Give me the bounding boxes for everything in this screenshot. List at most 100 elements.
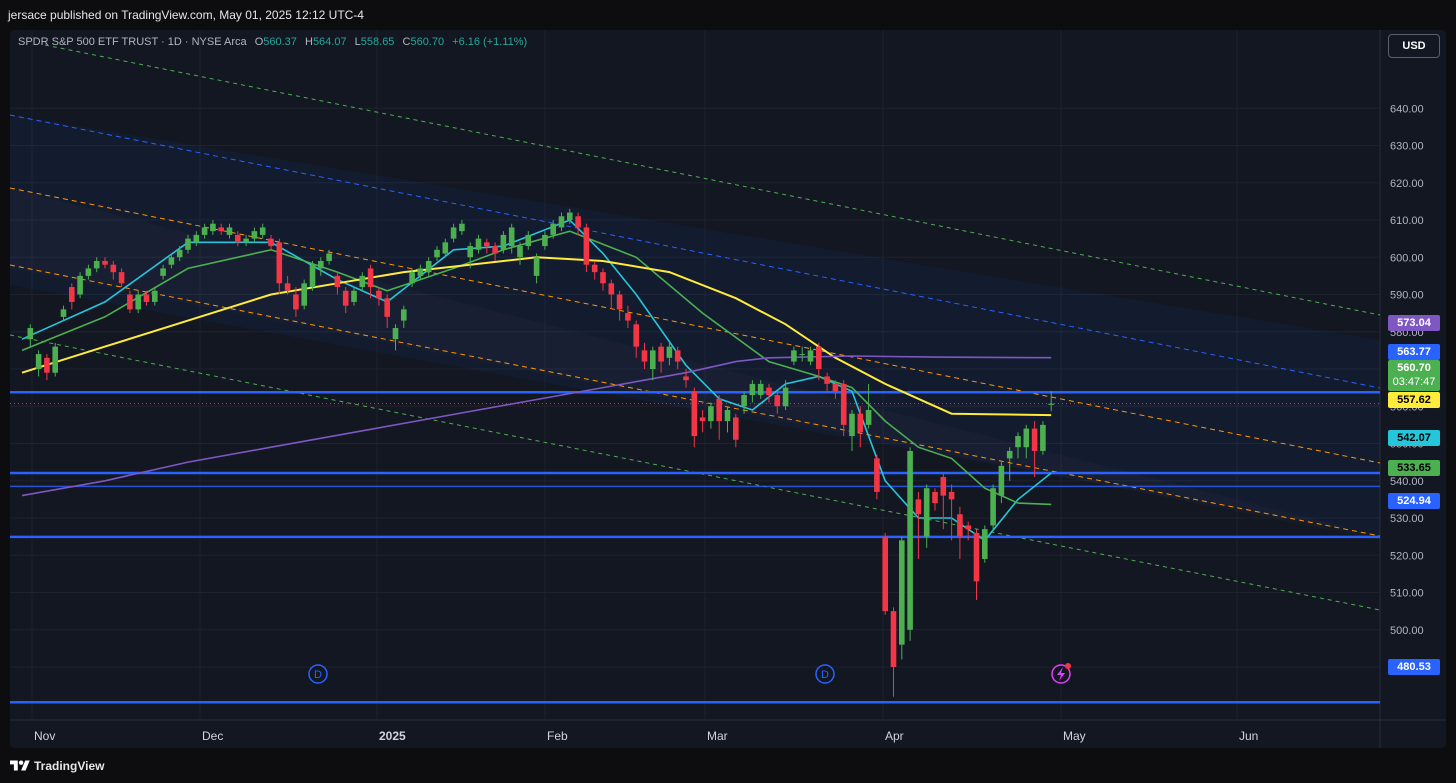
lightning-icon	[1057, 667, 1065, 681]
candle-body	[616, 294, 623, 310]
price-label-ema-mid: 533.65	[1388, 460, 1440, 476]
dividend-marker-icon	[815, 664, 835, 684]
candle-body	[517, 246, 523, 258]
candle-body	[899, 540, 905, 645]
countdown-timer: 03:47:47	[1392, 376, 1436, 388]
candle-body	[824, 376, 830, 384]
candle-body	[650, 350, 656, 369]
candle-body	[417, 268, 424, 276]
candle-body	[118, 272, 125, 284]
candle-body	[716, 398, 722, 422]
candle-body	[915, 499, 922, 515]
publisher-caption: jersace published on TradingView.com, Ma…	[8, 8, 364, 22]
x-tick-label: May	[1063, 729, 1086, 743]
candle-body	[550, 223, 556, 235]
candle-body	[102, 260, 108, 265]
x-tick-label: Nov	[34, 729, 55, 743]
candle-body	[409, 272, 415, 284]
candle-body	[226, 227, 233, 235]
candle-body	[840, 383, 847, 425]
candle-body	[525, 234, 532, 247]
y-tick-label: 630.00	[1390, 141, 1424, 153]
y-tick-label: 640.00	[1390, 103, 1424, 115]
candle-body	[774, 395, 781, 407]
price-chart[interactable]: 490.00500.00510.00520.00530.00540.00550.…	[10, 30, 1446, 748]
candle-body	[1048, 403, 1054, 405]
candle-body	[85, 268, 92, 276]
candle-body	[185, 238, 191, 250]
open-value: 560.37	[263, 36, 297, 48]
candle-body	[392, 328, 399, 340]
candle-body	[301, 283, 307, 306]
candle-body	[708, 406, 714, 422]
ma-line-sma200	[21, 355, 1052, 497]
candle-body	[359, 275, 366, 288]
candle-body	[973, 532, 980, 582]
candle-body	[284, 283, 291, 291]
candle-body	[44, 357, 50, 373]
symbol-title: SPDR S&P 500 ETF TRUST · 1D · NYSE Arca	[18, 36, 247, 48]
candle-body	[982, 529, 988, 559]
candle-body	[384, 298, 390, 317]
candle-body	[1015, 436, 1021, 448]
high-key: H	[304, 36, 313, 48]
candle-body	[857, 413, 864, 433]
candle-body	[367, 268, 374, 288]
candle-body	[35, 354, 42, 369]
candle-body	[699, 417, 706, 422]
candle-body	[293, 294, 299, 310]
candle-body	[127, 294, 133, 310]
candle-body	[110, 264, 117, 273]
candle-body	[741, 395, 747, 407]
symbol-legend: SPDR S&P 500 ETF TRUST · 1D · NYSE Arca …	[18, 36, 527, 48]
currency-button[interactable]: USD	[1388, 34, 1440, 58]
chart-panel[interactable]: 490.00500.00510.00520.00530.00540.00550.…	[10, 30, 1446, 748]
candle-body	[342, 290, 349, 306]
candle-body	[874, 458, 880, 492]
price-label-ema-fast: 542.07	[1388, 430, 1440, 446]
candle-body	[459, 223, 465, 232]
candle-body	[683, 376, 689, 381]
candle-body	[484, 242, 490, 247]
x-tick-label: Dec	[202, 729, 223, 743]
candle-body	[567, 212, 573, 220]
candle-body	[176, 249, 183, 258]
candle-body	[52, 346, 58, 373]
candle-body	[309, 264, 316, 288]
candle-body	[932, 491, 938, 504]
tradingview-brand: TradingView	[34, 759, 105, 773]
x-tick-label: Jun	[1239, 729, 1258, 743]
candle-body	[218, 227, 224, 232]
candle-body	[990, 488, 996, 526]
candle-body	[376, 290, 382, 299]
candle-body	[1040, 424, 1046, 451]
candle-body	[326, 253, 332, 261]
candle-body	[542, 234, 548, 247]
price-label-support: 524.94	[1388, 493, 1440, 509]
candle-body	[940, 477, 947, 496]
dividend-marker-letter: D	[314, 669, 322, 681]
candle-body	[160, 268, 166, 276]
candle-body	[998, 465, 1005, 496]
price-label-last: 560.70 03:47:47	[1388, 360, 1440, 391]
candle-body	[425, 260, 432, 273]
last-price-value: 560.70	[1397, 362, 1431, 374]
candle-body	[965, 525, 971, 530]
candle-body	[93, 260, 100, 269]
candle-body	[907, 450, 913, 630]
candle-body	[475, 238, 482, 250]
candle-body	[276, 242, 283, 284]
candle-body	[243, 238, 249, 243]
price-label-sma50: 557.62	[1388, 392, 1440, 408]
candle-body	[816, 346, 822, 369]
x-tick-label: Mar	[707, 729, 728, 743]
candle-body	[641, 350, 648, 362]
x-tick-label: Apr	[885, 729, 904, 743]
candle-body	[235, 234, 241, 243]
low-key: L	[354, 36, 361, 48]
candle-body	[890, 611, 897, 667]
dividend-marker-letter: D	[821, 669, 829, 681]
ma-line-sma50	[21, 256, 1052, 417]
candle-body	[633, 324, 639, 347]
candle-body	[143, 294, 150, 302]
